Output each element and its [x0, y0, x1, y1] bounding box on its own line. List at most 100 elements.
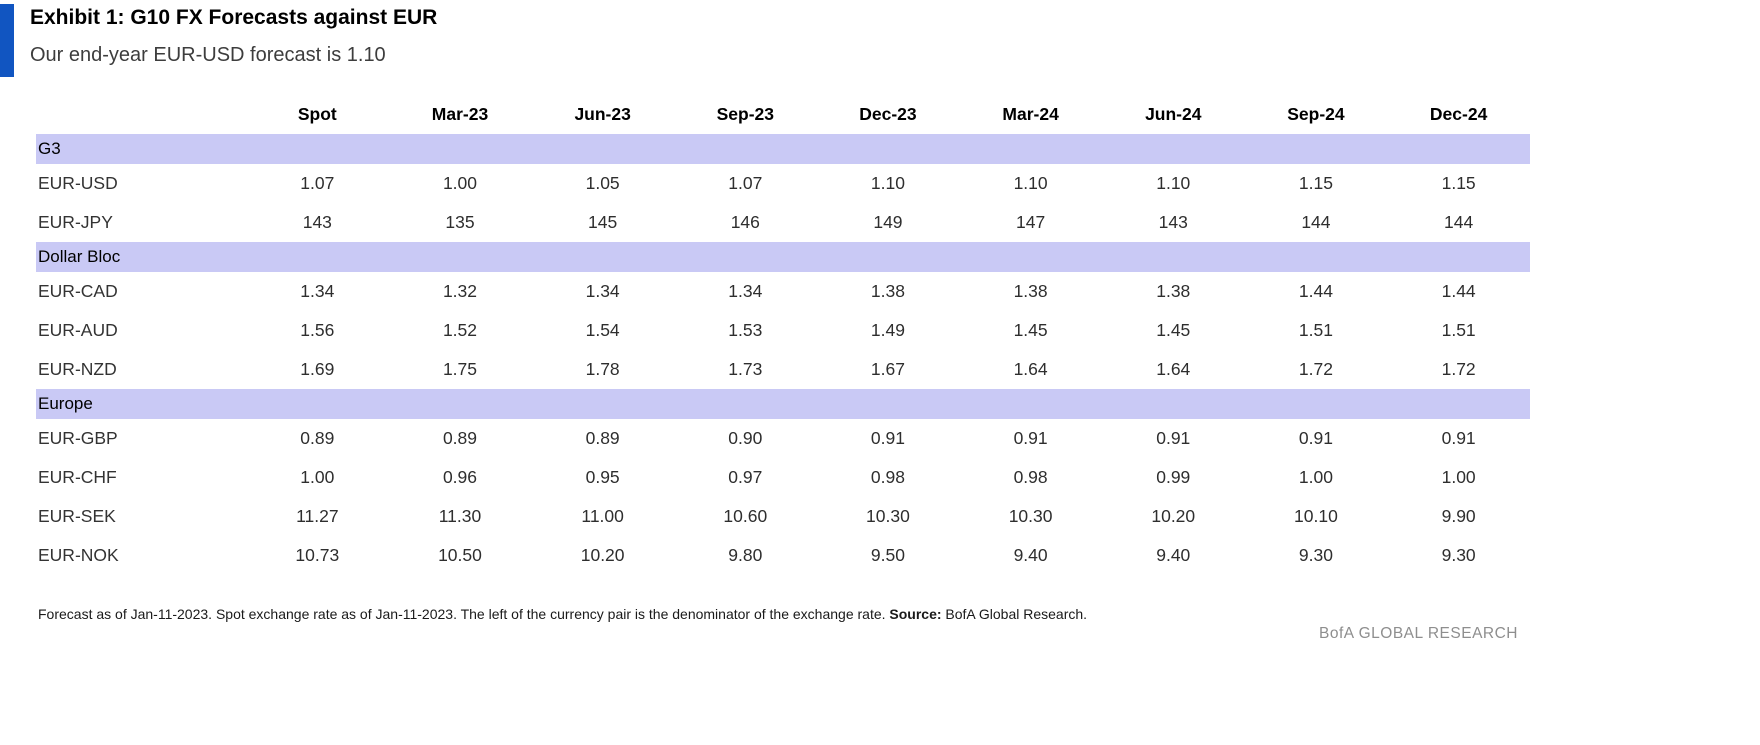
- forecast-value: 1.64: [959, 350, 1102, 389]
- currency-pair-label: EUR-USD: [36, 164, 246, 203]
- forecast-value: 144: [1244, 203, 1388, 242]
- forecast-value: 1.56: [246, 311, 389, 350]
- table-row: EUR-CAD 1.34 1.32 1.34 1.34 1.38 1.38 1.38 1.44 1…: [36, 272, 1530, 311]
- forecast-value: 149: [816, 203, 960, 242]
- footnote-source-label: Source:: [889, 606, 942, 622]
- currency-pair-label: EUR-GBP: [36, 419, 246, 458]
- forecast-value: 0.90: [673, 419, 817, 458]
- forecast-value: 0.98: [959, 458, 1102, 497]
- forecast-value: 1.38: [959, 272, 1102, 311]
- table-row: EUR-CHF 1.00 0.96 0.95 0.97 0.98 0.98 0.99 1.00 1…: [36, 458, 1530, 497]
- forecast-value: 1.72: [1387, 350, 1530, 389]
- forecast-value: 0.89: [246, 419, 389, 458]
- forecast-value: 145: [531, 203, 674, 242]
- forecast-value: 144: [1387, 203, 1530, 242]
- column-header: Sep-24: [1287, 104, 1345, 124]
- forecast-value: 9.80: [673, 536, 817, 575]
- table-header-row: Spot Mar-23 Jun-23 Sep-23 Dec-23 Mar-24 Jun-24…: [36, 96, 1530, 134]
- section-row: Europe: [36, 389, 1530, 419]
- forecast-value: 1.73: [673, 350, 817, 389]
- column-header: Jun-24: [1145, 104, 1202, 124]
- column-header: Jun-23: [574, 104, 631, 124]
- forecast-value: 10.10: [1244, 497, 1388, 536]
- currency-pair-label: EUR-JPY: [36, 203, 246, 242]
- forecast-value: 1.45: [1101, 311, 1245, 350]
- forecast-value: 1.75: [388, 350, 532, 389]
- footnote-source-value: BofA Global Research.: [941, 606, 1088, 622]
- currency-pair-label: EUR-AUD: [36, 311, 246, 350]
- forecast-value: 1.34: [531, 272, 674, 311]
- forecast-value: 10.20: [1101, 497, 1245, 536]
- table-row: EUR-NZD 1.69 1.75 1.78 1.73 1.67 1.64 1.64 1.72 1…: [36, 350, 1530, 389]
- forecast-value: 1.07: [246, 164, 389, 203]
- column-header: Sep-23: [716, 104, 774, 124]
- forecast-value: 0.96: [388, 458, 532, 497]
- forecast-value: 0.91: [959, 419, 1102, 458]
- footnote-text: Forecast as of Jan-11-2023. Spot exchang…: [38, 606, 890, 622]
- forecast-value: 1.00: [1387, 458, 1530, 497]
- forecast-value: 1.07: [673, 164, 817, 203]
- column-header: Spot: [297, 104, 337, 124]
- forecast-value: 1.38: [816, 272, 960, 311]
- forecast-value: 147: [959, 203, 1102, 242]
- forecast-value: 10.30: [959, 497, 1102, 536]
- fx-forecast-table-container: Spot Mar-23 Jun-23 Sep-23 Dec-23 Mar-24 Jun-24…: [36, 96, 1530, 575]
- table-row: EUR-SEK 11.27 11.30 11.00 10.60 10.30 10.30 10.…: [36, 497, 1530, 536]
- forecast-value: 9.90: [1387, 497, 1530, 536]
- table-row: EUR-JPY 143 135 145 146 149 147 143 144 144: [36, 203, 1530, 242]
- forecast-value: 1.51: [1387, 311, 1530, 350]
- forecast-value: 0.97: [673, 458, 817, 497]
- forecast-value: 0.89: [388, 419, 532, 458]
- forecast-value: 0.95: [531, 458, 674, 497]
- forecast-value: 1.15: [1387, 164, 1530, 203]
- exhibit-title: Exhibit 1: G10 FX Forecasts against EUR: [30, 6, 438, 29]
- table-row: EUR-NOK 10.73 10.50 10.20 9.80 9.50 9.40 9.40 9.…: [36, 536, 1530, 575]
- currency-pair-label: EUR-SEK: [36, 497, 246, 536]
- forecast-value: 143: [246, 203, 389, 242]
- table-row: EUR-GBP 0.89 0.89 0.89 0.90 0.91 0.91 0.91 0.91 0…: [36, 419, 1530, 458]
- forecast-value: 11.00: [531, 497, 674, 536]
- fx-table-body: G3 EUR-USD 1.07 1.00 1.05 1.07 1.10 1.10 1.10 1.1…: [36, 134, 1530, 575]
- section-label: Dollar Bloc: [36, 242, 1530, 272]
- forecast-value: 1.52: [388, 311, 532, 350]
- forecast-value: 1.00: [246, 458, 389, 497]
- forecast-value: 1.10: [959, 164, 1102, 203]
- forecast-value: 10.20: [531, 536, 674, 575]
- section-row: Dollar Bloc: [36, 242, 1530, 272]
- forecast-value: 135: [388, 203, 532, 242]
- forecast-value: 0.98: [816, 458, 960, 497]
- forecast-value: 1.44: [1387, 272, 1530, 311]
- forecast-value: 1.72: [1244, 350, 1388, 389]
- forecast-value: 1.34: [246, 272, 389, 311]
- column-header: Mar-24: [1002, 104, 1059, 124]
- forecast-value: 9.40: [959, 536, 1102, 575]
- forecast-value: 11.27: [246, 497, 389, 536]
- forecast-value: 1.54: [531, 311, 674, 350]
- forecast-value: 0.89: [531, 419, 674, 458]
- forecast-value: 9.30: [1244, 536, 1388, 575]
- forecast-value: 1.64: [1101, 350, 1245, 389]
- forecast-value: 9.50: [816, 536, 960, 575]
- forecast-value: 0.91: [1101, 419, 1245, 458]
- forecast-value: 9.30: [1387, 536, 1530, 575]
- forecast-value: 1.15: [1244, 164, 1388, 203]
- forecast-value: 1.78: [531, 350, 674, 389]
- forecast-value: 10.50: [388, 536, 532, 575]
- exhibit-accent-bar: [0, 4, 14, 77]
- table-footnote: Forecast as of Jan-11-2023. Spot exchang…: [38, 606, 1087, 622]
- forecast-value: 1.34: [673, 272, 817, 311]
- currency-pair-label: EUR-NOK: [36, 536, 246, 575]
- forecast-value: 1.32: [388, 272, 532, 311]
- forecast-value: 0.91: [1387, 419, 1530, 458]
- forecast-value: 1.44: [1244, 272, 1388, 311]
- forecast-value: 1.00: [388, 164, 532, 203]
- forecast-value: 10.73: [246, 536, 389, 575]
- forecast-value: 1.45: [959, 311, 1102, 350]
- forecast-value: 1.10: [816, 164, 960, 203]
- forecast-value: 9.40: [1101, 536, 1245, 575]
- column-header: Dec-24: [1429, 104, 1488, 124]
- currency-pair-label: EUR-CHF: [36, 458, 246, 497]
- column-header: Mar-23: [431, 104, 489, 124]
- bofa-global-research-watermark: BofA GLOBAL RESEARCH: [1319, 625, 1518, 642]
- section-label: Europe: [36, 389, 1530, 419]
